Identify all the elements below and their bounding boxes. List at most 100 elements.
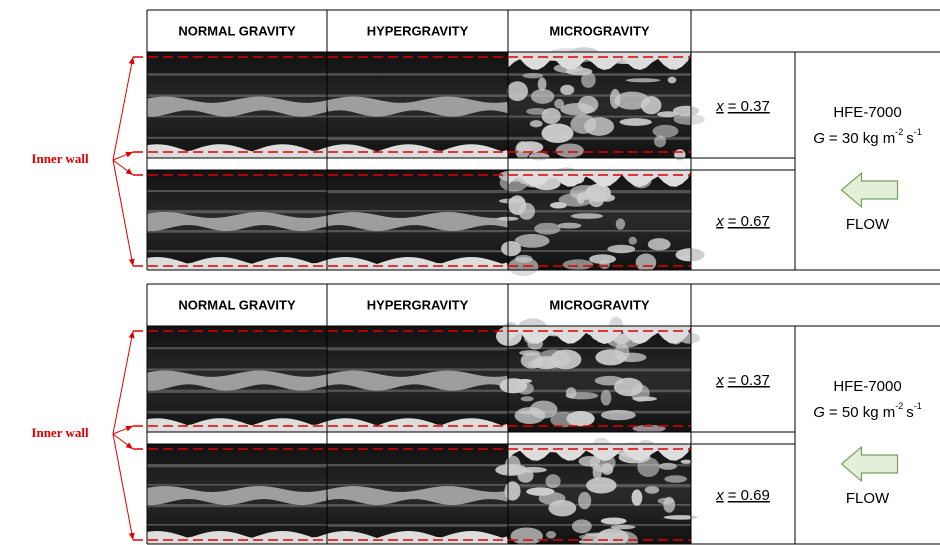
liquid-patch <box>529 120 543 128</box>
liquid-patch <box>600 517 627 525</box>
flux-exponent: -2 <box>895 127 903 137</box>
image-stripe <box>508 347 691 350</box>
wall-arrow <box>112 330 135 435</box>
liquid-film <box>147 144 327 158</box>
position-value: = 0.37 <box>728 98 770 115</box>
liquid-patch <box>514 234 550 248</box>
image-stripe <box>327 368 508 371</box>
image-stripe <box>147 210 327 214</box>
position-symbol: x <box>715 487 724 504</box>
image-stripe <box>327 136 508 141</box>
position-symbol: x <box>715 213 724 230</box>
image-stripe <box>327 410 508 414</box>
liquid-patch <box>637 457 660 478</box>
image-stripe <box>147 524 327 526</box>
column-header: MICROGRAVITY <box>549 297 649 312</box>
image-stripe <box>508 250 691 252</box>
image-stripe <box>508 73 691 76</box>
liquid-band <box>147 370 327 391</box>
image-stripe <box>508 230 691 232</box>
liquid-patch <box>663 515 698 520</box>
liquid-patch <box>647 238 671 251</box>
image-stripe <box>147 250 327 253</box>
liquid-patch <box>628 236 637 245</box>
flow-arrow <box>840 445 899 483</box>
image-stripe <box>508 210 691 213</box>
flow-image <box>147 170 327 270</box>
image-stripe <box>147 464 327 468</box>
liquid-patch <box>522 73 544 79</box>
flow-label: FLOW <box>846 490 890 507</box>
flow-image <box>327 52 508 158</box>
wall-arrow <box>112 56 135 161</box>
flow-image <box>147 444 327 544</box>
position-label: x = 0.69 <box>715 487 770 504</box>
liquid-patch <box>658 462 677 470</box>
flux-exponent: -2 <box>895 401 903 411</box>
liquid-patch <box>632 424 666 433</box>
liquid-patch <box>653 135 667 148</box>
liquid-patch <box>506 81 529 102</box>
flow-image <box>497 167 705 277</box>
liquid-patch <box>664 475 687 483</box>
image-stripe <box>147 115 327 118</box>
liquid-band <box>327 96 508 117</box>
image-stripe <box>147 94 327 98</box>
image-stripe <box>508 136 691 140</box>
position-label: x = 0.37 <box>715 372 770 389</box>
wall-arrow <box>112 425 134 435</box>
liquid-patch <box>541 123 574 144</box>
image-stripe <box>508 410 691 414</box>
liquid-band <box>327 212 508 231</box>
flow-image <box>327 326 508 432</box>
flow-image <box>327 444 508 544</box>
liquid-patch <box>673 113 705 125</box>
liquid-patch <box>555 143 584 158</box>
flux-unit: s <box>906 404 914 421</box>
flux-unit: s <box>906 130 914 147</box>
flow-arrow <box>840 171 899 209</box>
image-stripe <box>147 484 327 486</box>
liquid-patch <box>635 253 657 272</box>
flow-image <box>327 170 508 270</box>
flux-exponent: -1 <box>914 401 922 411</box>
liquid-patch <box>578 491 592 510</box>
liquid-patch <box>674 149 686 161</box>
wall-label: Inner wall <box>31 151 89 166</box>
image-stripe <box>327 115 508 118</box>
wall-arrow <box>112 433 135 541</box>
position-label: x = 0.37 <box>715 98 770 115</box>
liquid-patch <box>556 132 569 140</box>
liquid-patch <box>560 103 594 116</box>
liquid-patch <box>614 91 650 110</box>
mass-flux: G = 50 kg m-2 s-1 <box>813 401 922 421</box>
liquid-patch <box>520 396 534 402</box>
image-stripe <box>508 504 691 506</box>
liquid-band <box>327 486 508 505</box>
fluid-label: HFE-7000 <box>833 104 901 121</box>
liquid-patch <box>594 375 625 386</box>
wall-arrow <box>112 159 134 176</box>
liquid-top <box>508 444 691 461</box>
liquid-patch <box>510 527 543 545</box>
position-value: = 0.67 <box>728 213 770 230</box>
liquid-film <box>147 418 327 432</box>
liquid-band <box>327 370 508 391</box>
flow-image <box>147 326 327 432</box>
mass-flux: G = 30 kg m-2 s-1 <box>813 127 922 147</box>
liquid-patch <box>596 528 629 545</box>
flux-value: = 30 kg m <box>829 130 895 147</box>
liquid-patch <box>663 496 676 513</box>
image-stripe <box>147 73 327 76</box>
image-stripe <box>147 136 327 139</box>
image-stripe <box>147 410 327 414</box>
liquid-patch <box>589 254 616 264</box>
liquid-patch <box>570 213 604 219</box>
flow-image <box>147 52 327 158</box>
image-stripe <box>327 389 508 392</box>
liquid-patch <box>565 67 593 76</box>
liquid-patch <box>657 111 679 118</box>
liquid-patch <box>667 76 677 84</box>
flux-value: = 50 kg m <box>829 404 895 421</box>
